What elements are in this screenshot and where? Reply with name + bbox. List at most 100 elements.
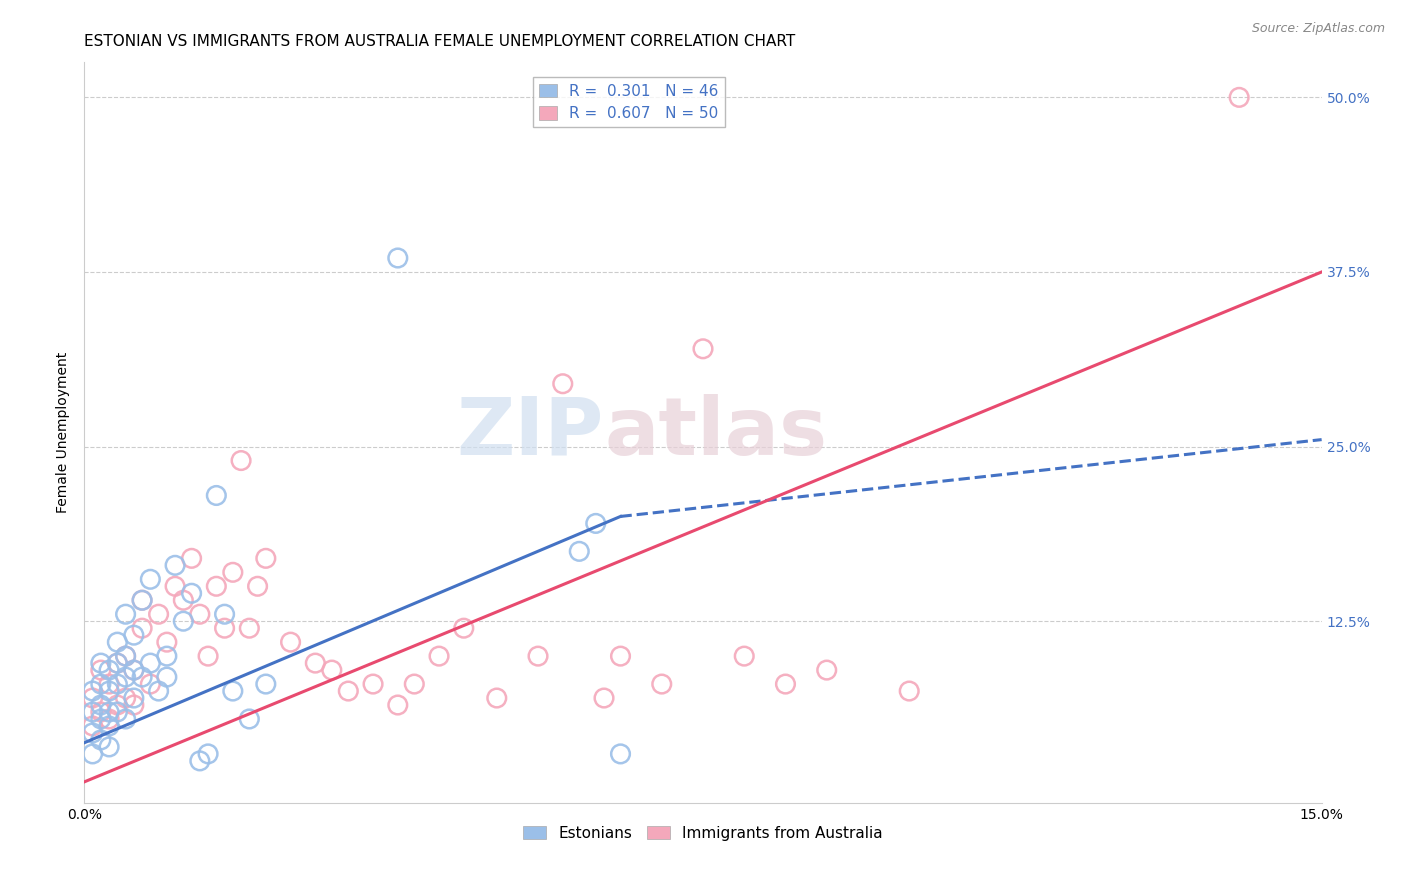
Point — [90, 705, 112, 719]
Point — [485, 691, 508, 706]
Point — [90, 677, 112, 691]
Point — [692, 342, 714, 356]
Point — [361, 677, 384, 691]
Point — [131, 621, 153, 635]
Point — [609, 747, 631, 761]
Y-axis label: Female Unemployment: Female Unemployment — [56, 352, 70, 513]
Point — [775, 677, 797, 691]
Point — [105, 656, 128, 670]
Point — [585, 516, 607, 531]
Point — [156, 670, 179, 684]
Point — [98, 719, 121, 733]
Point — [82, 684, 104, 698]
Point — [815, 663, 838, 677]
Point — [98, 739, 121, 754]
Point — [90, 656, 112, 670]
Point — [148, 684, 170, 698]
Point — [82, 726, 104, 740]
Point — [427, 649, 450, 664]
Point — [229, 453, 252, 467]
Point — [122, 663, 145, 677]
Point — [114, 649, 136, 664]
Point — [205, 579, 228, 593]
Point — [90, 698, 112, 712]
Point — [387, 698, 409, 712]
Point — [733, 649, 755, 664]
Point — [651, 677, 673, 691]
Point — [98, 684, 121, 698]
Point — [98, 663, 121, 677]
Point — [527, 649, 550, 664]
Point — [82, 691, 104, 706]
Point — [82, 747, 104, 761]
Point — [139, 572, 162, 586]
Point — [114, 607, 136, 622]
Point — [122, 691, 145, 706]
Point — [90, 712, 112, 726]
Point — [321, 663, 343, 677]
Point — [551, 376, 574, 391]
Point — [214, 621, 236, 635]
Text: Source: ZipAtlas.com: Source: ZipAtlas.com — [1251, 22, 1385, 36]
Point — [304, 656, 326, 670]
Point — [105, 698, 128, 712]
Point — [180, 551, 202, 566]
Point — [254, 551, 277, 566]
Point — [180, 586, 202, 600]
Point — [105, 705, 128, 719]
Point — [156, 635, 179, 649]
Point — [122, 663, 145, 677]
Point — [222, 684, 245, 698]
Point — [105, 677, 128, 691]
Legend: Estonians, Immigrants from Australia: Estonians, Immigrants from Australia — [517, 820, 889, 847]
Point — [98, 677, 121, 691]
Point — [453, 621, 475, 635]
Point — [114, 649, 136, 664]
Point — [197, 649, 219, 664]
Point — [188, 754, 211, 768]
Point — [139, 656, 162, 670]
Point — [254, 677, 277, 691]
Point — [197, 747, 219, 761]
Point — [122, 698, 145, 712]
Point — [280, 635, 302, 649]
Point — [172, 593, 194, 607]
Text: ESTONIAN VS IMMIGRANTS FROM AUSTRALIA FEMALE UNEMPLOYMENT CORRELATION CHART: ESTONIAN VS IMMIGRANTS FROM AUSTRALIA FE… — [84, 34, 796, 49]
Point — [172, 614, 194, 628]
Point — [148, 607, 170, 622]
Point — [114, 691, 136, 706]
Point — [337, 684, 360, 698]
Point — [105, 635, 128, 649]
Point — [131, 593, 153, 607]
Point — [131, 593, 153, 607]
Point — [387, 251, 409, 265]
Point — [1227, 90, 1250, 104]
Point — [188, 607, 211, 622]
Point — [238, 621, 260, 635]
Point — [898, 684, 921, 698]
Point — [246, 579, 269, 593]
Point — [238, 712, 260, 726]
Point — [205, 488, 228, 502]
Text: ZIP: ZIP — [457, 393, 605, 472]
Point — [90, 663, 112, 677]
Point — [98, 705, 121, 719]
Point — [122, 628, 145, 642]
Point — [593, 691, 616, 706]
Point — [568, 544, 591, 558]
Point — [214, 607, 236, 622]
Point — [114, 670, 136, 684]
Point — [131, 670, 153, 684]
Point — [82, 719, 104, 733]
Point — [609, 649, 631, 664]
Point — [114, 712, 136, 726]
Point — [82, 705, 104, 719]
Point — [165, 579, 187, 593]
Point — [105, 656, 128, 670]
Point — [90, 733, 112, 747]
Point — [404, 677, 426, 691]
Point — [139, 677, 162, 691]
Text: atlas: atlas — [605, 393, 827, 472]
Point — [222, 566, 245, 580]
Point — [156, 649, 179, 664]
